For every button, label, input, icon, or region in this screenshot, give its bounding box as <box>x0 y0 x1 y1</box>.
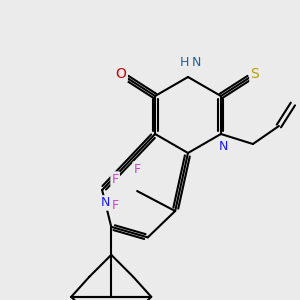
Text: N: N <box>191 56 201 70</box>
Text: F: F <box>134 163 141 176</box>
Text: F: F <box>112 199 119 212</box>
Text: N: N <box>219 140 229 154</box>
Text: S: S <box>250 67 259 81</box>
Text: H: H <box>179 56 189 70</box>
Text: O: O <box>116 67 127 81</box>
Text: N: N <box>100 196 110 209</box>
Text: F: F <box>112 172 119 185</box>
